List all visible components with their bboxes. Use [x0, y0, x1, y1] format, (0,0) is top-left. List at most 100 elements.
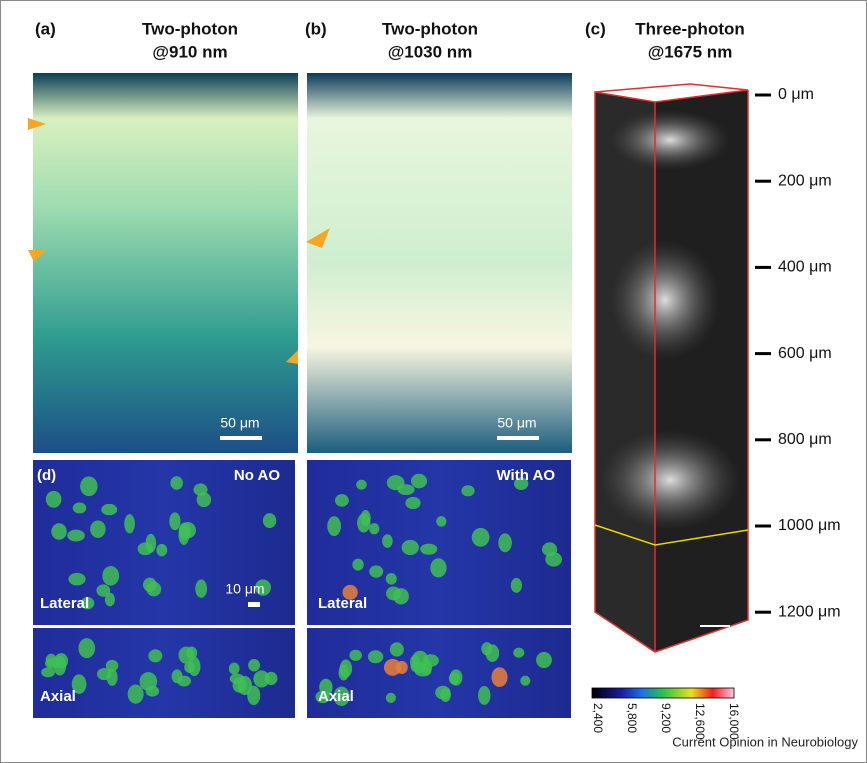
cell: [67, 529, 85, 542]
cell: [382, 534, 393, 548]
cell: [356, 479, 367, 490]
cell: [491, 667, 508, 687]
depth-tick-label: 400 μm: [778, 259, 832, 276]
cell: [71, 674, 87, 695]
cell: [334, 494, 349, 507]
cell: [342, 584, 358, 600]
cell: [253, 670, 270, 688]
cell: [383, 658, 402, 676]
cell: [127, 684, 144, 704]
cell: [78, 638, 96, 659]
cell: [177, 675, 192, 687]
cells: [41, 473, 562, 706]
cell: [90, 520, 106, 538]
depth-tick-label: 1200 μm: [778, 603, 841, 620]
cell: [96, 584, 111, 597]
column-side: [655, 90, 748, 652]
cell: [315, 690, 331, 704]
panel-label: (b): [305, 19, 327, 38]
panel-title: @1675 nm: [648, 42, 733, 61]
heatmap-lateral-no-ao: [33, 460, 295, 625]
cell: [369, 565, 384, 578]
cell: [262, 513, 277, 529]
cell: [196, 492, 212, 508]
panel-title: @910 nm: [152, 42, 227, 61]
cell: [139, 672, 158, 691]
cell: [389, 642, 404, 657]
cell: [498, 533, 512, 553]
cell: [80, 476, 98, 497]
scale-bar: [700, 625, 730, 627]
cell: [405, 496, 421, 510]
cell: [510, 577, 522, 593]
panel-title: Two-photon: [382, 19, 478, 38]
cell: [411, 473, 428, 489]
colorbar: [591, 687, 735, 699]
colorbar-tick-label: 12,600: [693, 703, 707, 740]
cell: [228, 662, 240, 675]
cell: [386, 586, 401, 601]
cell: [471, 527, 490, 547]
cell: [542, 542, 558, 557]
colorbar-tick-label: 9,200: [659, 703, 673, 733]
cell: [420, 543, 438, 555]
cell: [349, 649, 362, 661]
cell: [124, 514, 135, 534]
cell: [156, 543, 168, 557]
cell: [461, 485, 475, 497]
cell: [478, 686, 491, 705]
cell: [352, 558, 364, 571]
cells: [600, 430, 740, 530]
arrow: [28, 250, 46, 262]
cell: [45, 653, 57, 667]
depth-tick-label: 0 μm: [778, 86, 814, 103]
view-label: Axial: [318, 688, 354, 705]
cell: [169, 512, 181, 531]
cell: [102, 565, 120, 586]
footer: Current Opinion in Neurobiology: [672, 734, 858, 749]
cell: [178, 646, 194, 664]
depth-tick-label: 600 μm: [778, 345, 832, 362]
cell: [357, 513, 371, 533]
depth-tick-label: 800 μm: [778, 431, 832, 448]
cell: [146, 581, 162, 597]
colorbar-tick-label: 16,000: [727, 703, 741, 740]
depth-tick-label: 200 μm: [778, 172, 832, 189]
cell: [395, 660, 408, 674]
cell: [195, 579, 208, 598]
image-a: [33, 73, 298, 453]
cell: [513, 647, 525, 658]
cell: [72, 502, 87, 514]
cells: [610, 240, 720, 360]
column-outline: [594, 83, 749, 653]
scale-bar: [248, 602, 260, 607]
cell: [435, 685, 451, 700]
cell: [51, 523, 67, 540]
view-label: Lateral: [318, 595, 367, 612]
cells: [610, 110, 730, 170]
depth-axis: 0 μm 200 μm 400 μm 600 μm 800 μm 1000 μm 1200 …: [755, 86, 841, 620]
cell: [367, 650, 384, 664]
cell: [386, 475, 405, 491]
cell: [248, 659, 261, 672]
cell: [170, 476, 183, 490]
cell: [448, 672, 460, 685]
cell: [137, 542, 153, 556]
cell: [369, 523, 380, 535]
panel-title: Three-photon: [635, 19, 745, 38]
view-label: Axial: [40, 688, 76, 705]
cell: [520, 675, 531, 686]
scale-bar-label: 50 μm: [220, 415, 259, 431]
panel-title: Two-photon: [142, 19, 238, 38]
cell: [255, 579, 272, 596]
cell: [421, 659, 433, 675]
colorbar-tick-label: 2,400: [591, 703, 605, 733]
depth-tick-label: 1000 μm: [778, 517, 841, 534]
arrow: [306, 228, 330, 248]
scale-bar: [497, 436, 539, 440]
scale-bar-label: 50 μm: [497, 415, 536, 431]
cell: [264, 671, 278, 686]
cell: [105, 659, 119, 672]
cell: [430, 558, 447, 578]
